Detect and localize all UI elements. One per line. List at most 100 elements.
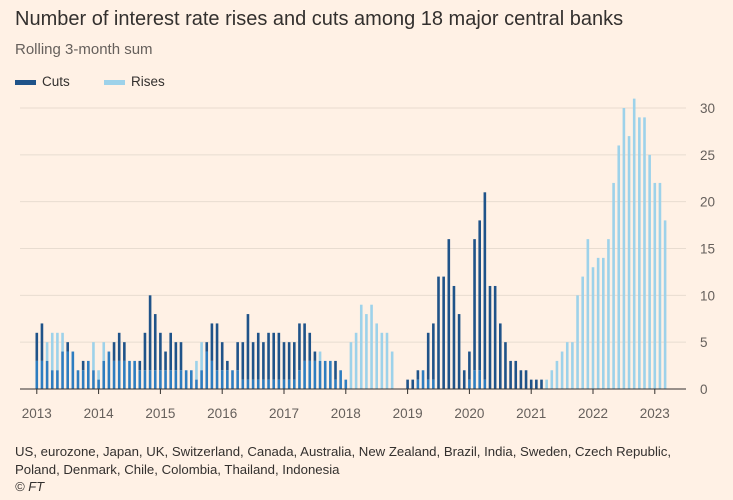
- x-tick-label-2016: 2016: [207, 406, 237, 421]
- bar-cuts-53: [308, 332, 312, 361]
- bar-cuts-81: [452, 285, 456, 389]
- x-tick-label-2015: 2015: [145, 406, 175, 421]
- bar-cuts-20: [138, 360, 142, 371]
- bar-overlap-8: [76, 370, 80, 389]
- bar-overlap-50: [293, 379, 296, 389]
- bar-cuts-91: [504, 342, 507, 389]
- bar-rises-120: [653, 182, 657, 389]
- bar-overlap-87: [483, 379, 487, 389]
- bar-rises-13: [102, 342, 106, 361]
- bar-overlap-11: [92, 370, 95, 389]
- bar-overlap-27: [174, 370, 178, 389]
- y-tick-label-5: 5: [700, 335, 708, 350]
- bar-overlap-34: [210, 360, 214, 389]
- bar-cuts-0: [35, 332, 39, 361]
- bar-cuts-82: [457, 314, 461, 389]
- bar-cuts-74: [416, 370, 420, 380]
- bar-cuts-86: [478, 220, 481, 371]
- bar-cuts-47: [277, 332, 281, 380]
- bar-rises-104: [571, 342, 574, 389]
- bar-overlap-37: [226, 370, 229, 389]
- bar-rises-2: [45, 342, 49, 361]
- bar-overlap-5: [61, 351, 64, 389]
- bar-rises-117: [638, 117, 641, 389]
- bar-rises-108: [591, 267, 595, 389]
- legend-label-cuts: Cuts: [42, 74, 70, 89]
- bar-cuts-78: [437, 276, 440, 389]
- bar-cuts-94: [519, 370, 523, 389]
- y-tick-label-20: 20: [700, 195, 715, 210]
- y-tick-label-25: 25: [700, 148, 715, 163]
- bar-overlap-22: [148, 370, 152, 389]
- bar-cuts-43: [256, 332, 260, 380]
- bar-chart: 0 5 10 15 20 25 30 2013 2014 2015 2016 2017 2018 2019…: [20, 98, 715, 421]
- bar-cuts-80: [447, 239, 451, 389]
- bar-overlap-74: [416, 379, 420, 389]
- y-tick-label-30: 30: [700, 101, 715, 116]
- bar-overlap-77: [432, 379, 435, 389]
- bar-overlap-6: [66, 351, 69, 389]
- bar-overlap-39: [236, 370, 239, 389]
- bar-cuts-28: [179, 342, 183, 371]
- bar-cuts-52: [303, 323, 306, 361]
- y-tick-label-15: 15: [700, 242, 715, 257]
- x-tick-label-2022: 2022: [578, 406, 608, 421]
- bar-rises-64: [365, 314, 368, 389]
- bar-overlap-31: [195, 379, 198, 389]
- y-tick-label-10: 10: [700, 288, 715, 303]
- bar-overlap-58: [334, 379, 337, 389]
- bar-cuts-90: [499, 323, 502, 389]
- bar-rises-69: [390, 351, 394, 389]
- bar-rises-116: [632, 98, 636, 389]
- bar-cuts-33: [205, 342, 209, 352]
- bar-overlap-85: [473, 370, 476, 389]
- bar-cuts-50: [293, 342, 296, 380]
- bar-rises-101: [555, 360, 559, 389]
- bar-overlap-17: [123, 360, 126, 389]
- bar-overlap-35: [215, 370, 219, 389]
- bar-overlap-75: [421, 370, 425, 389]
- bar-cuts-44: [262, 342, 265, 380]
- bar-rises-32: [200, 342, 203, 371]
- bar-overlap-57: [329, 360, 332, 389]
- bar-overlap-54: [313, 360, 317, 389]
- bar-cuts-16: [117, 332, 121, 361]
- bar-overlap-36: [220, 370, 224, 389]
- bar-cuts-9: [81, 360, 85, 371]
- bar-overlap-14: [107, 351, 111, 389]
- source-credit: © FT: [15, 479, 45, 494]
- footnote: US, eurozone, Japan, UK, Switzerland, Ca…: [15, 444, 672, 477]
- bar-overlap-4: [56, 370, 59, 389]
- bar-rises-55: [318, 351, 322, 361]
- bar-cuts-48: [282, 342, 286, 380]
- bar-rises-122: [663, 220, 667, 389]
- bar-overlap-20: [138, 370, 142, 389]
- bar-cuts-27: [174, 342, 178, 371]
- bar-overlap-33: [205, 351, 209, 389]
- bar-cuts-96: [529, 379, 533, 389]
- bar-overlap-18: [128, 360, 131, 389]
- bar-cuts-42: [251, 342, 255, 380]
- bar-cuts-87: [483, 192, 487, 380]
- bar-cuts-34: [210, 323, 214, 361]
- bar-rises-3: [50, 332, 54, 371]
- bar-overlap-53: [308, 360, 312, 389]
- bar-overlap-86: [478, 370, 481, 389]
- bar-overlap-49: [287, 379, 291, 389]
- bar-overlap-1: [40, 360, 44, 389]
- bar-overlap-84: [468, 379, 471, 389]
- x-tick-label-2021: 2021: [516, 406, 546, 421]
- bar-overlap-3: [50, 370, 54, 389]
- bar-cuts-83: [462, 370, 466, 389]
- bar-cuts-39: [236, 342, 239, 371]
- bar-overlap-16: [117, 360, 121, 389]
- x-tick-label-2020: 2020: [454, 406, 484, 421]
- bar-rises-61: [349, 342, 353, 389]
- bar-rises-109: [596, 257, 600, 389]
- bar-rises-119: [648, 154, 651, 389]
- bar-overlap-15: [112, 360, 116, 389]
- bar-overlap-41: [246, 379, 250, 389]
- bar-rises-65: [370, 304, 373, 389]
- bar-rises-66: [375, 323, 378, 389]
- bar-rises-111: [607, 239, 610, 389]
